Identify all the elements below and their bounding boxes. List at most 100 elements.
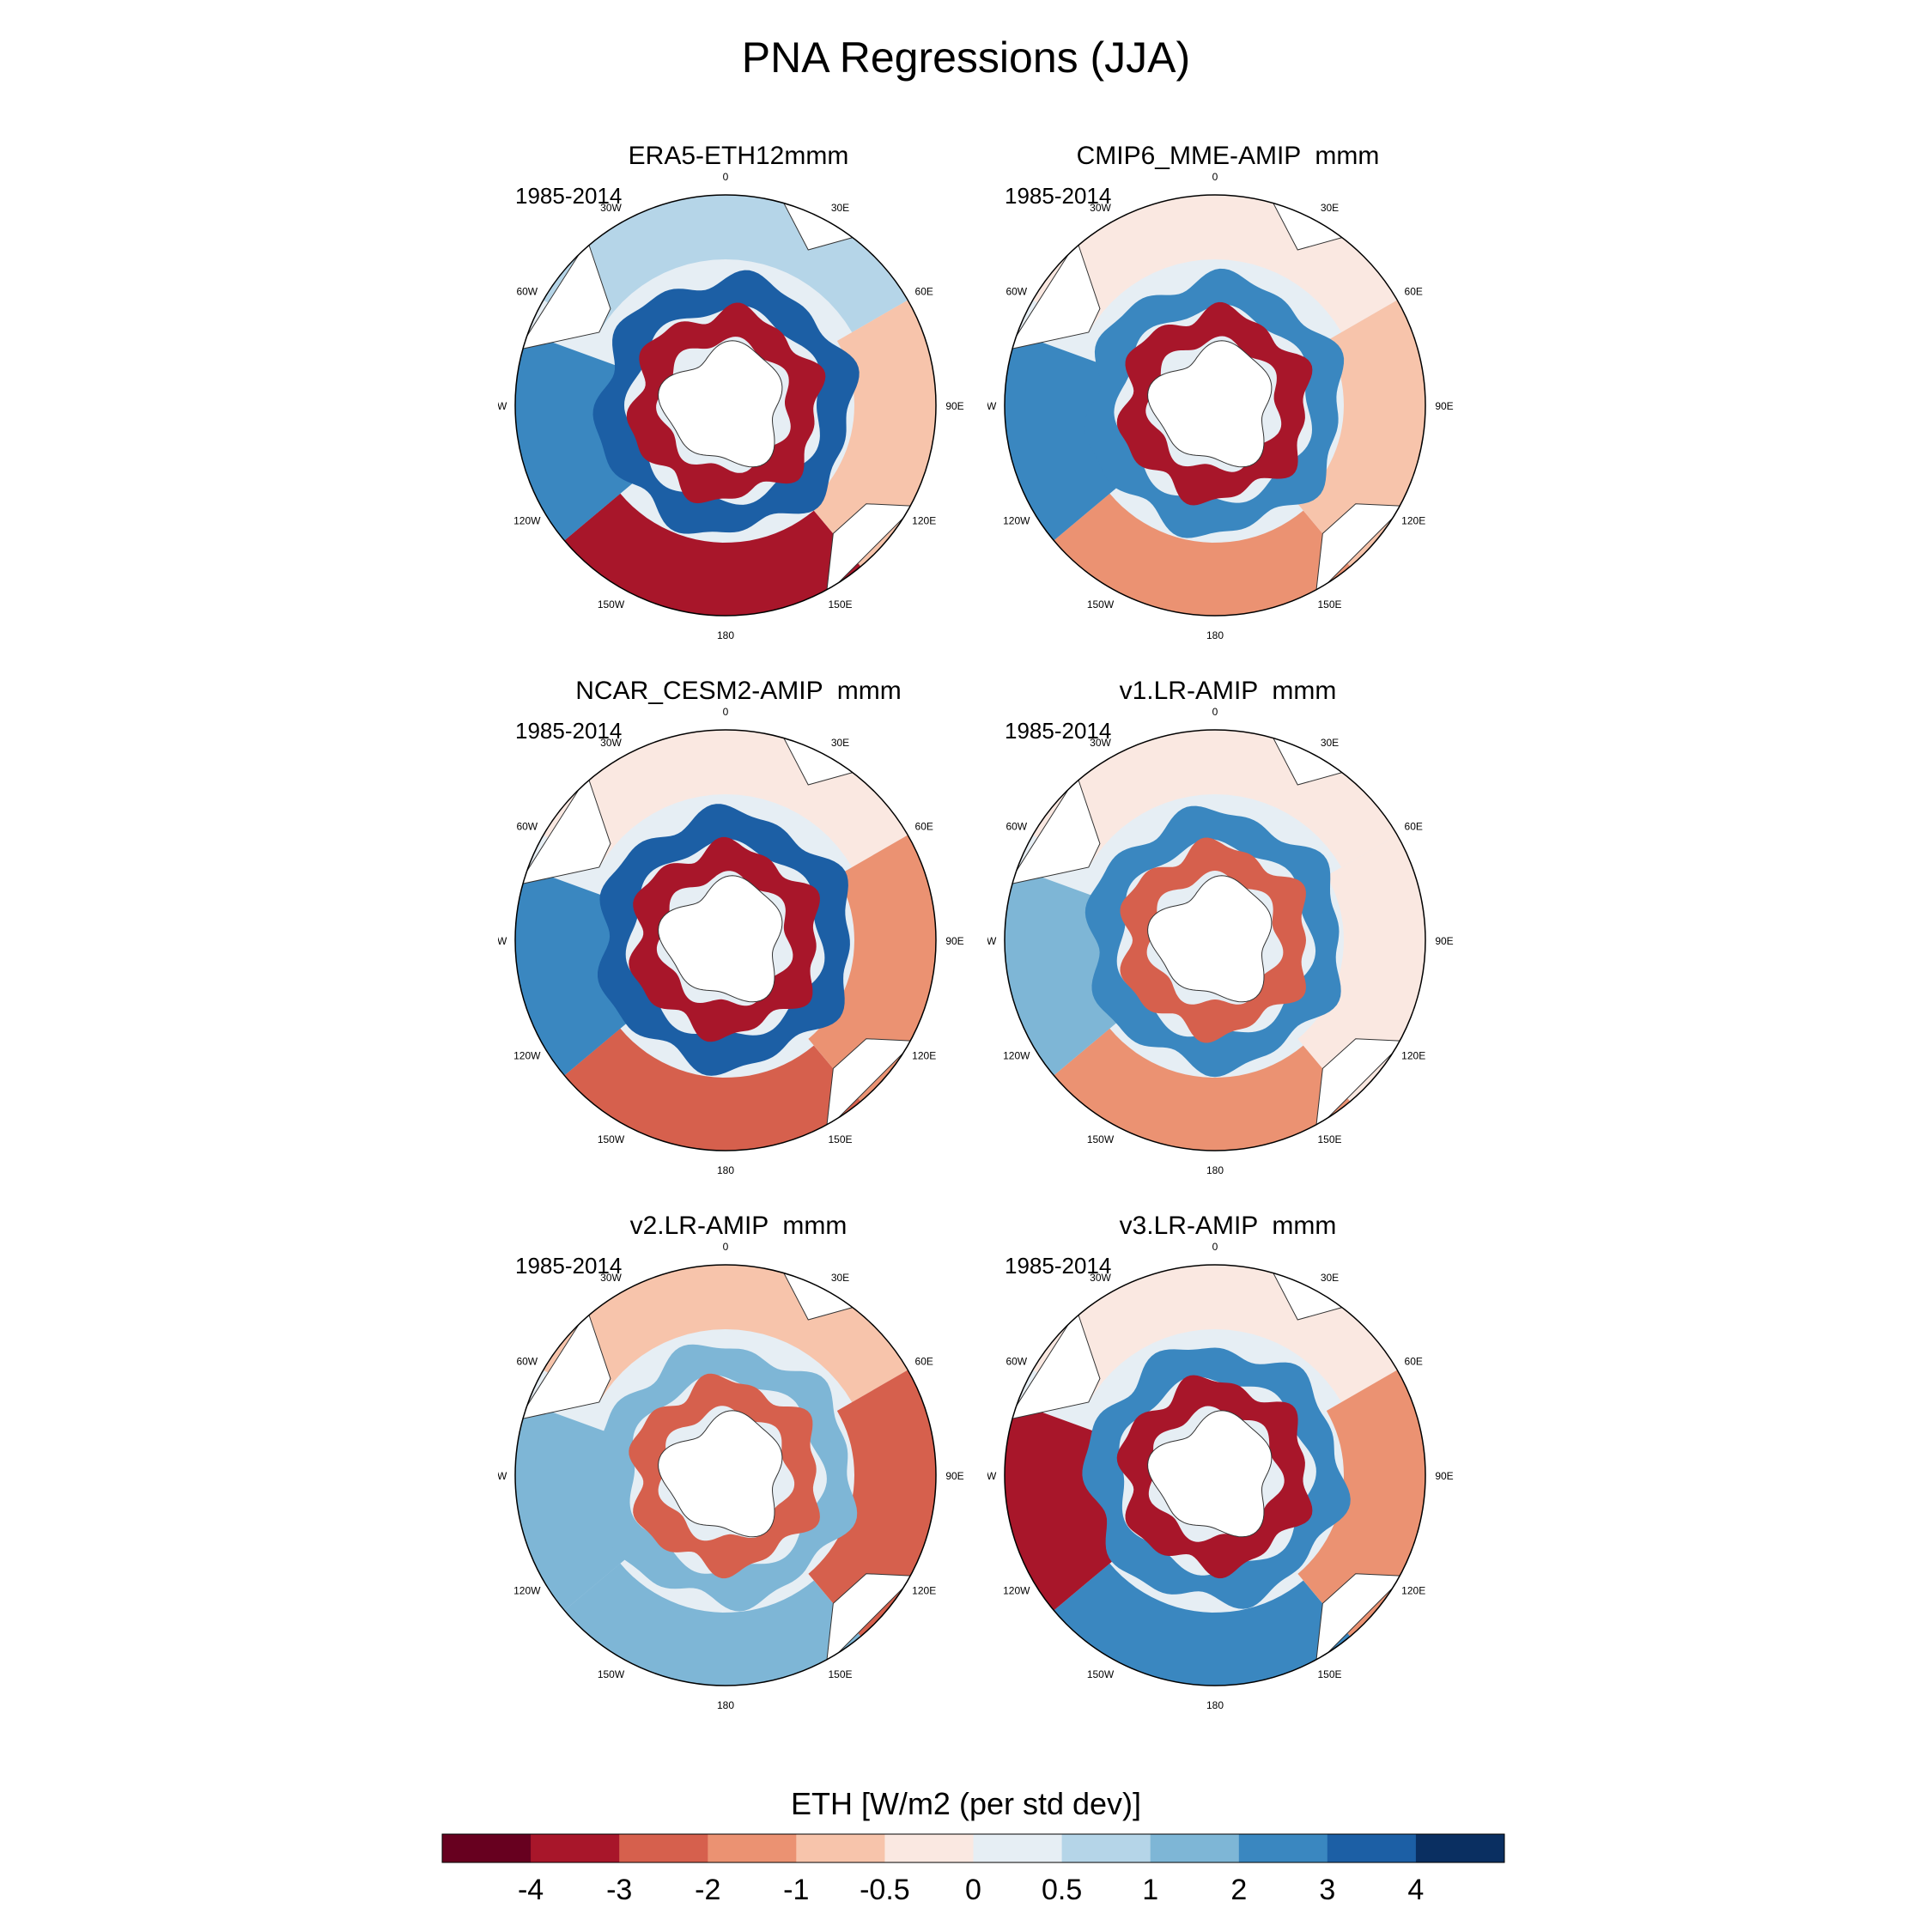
colorbar-swatch <box>884 1834 974 1862</box>
colorbar-swatch <box>1415 1834 1505 1862</box>
map-boundary <box>1004 194 1426 617</box>
longitude-label: 30E <box>1321 1272 1339 1284</box>
outer-ring <box>592 270 860 534</box>
inner-ring <box>629 836 820 1042</box>
longitude-label: 120E <box>912 515 936 527</box>
longitude-label: 0 <box>1212 171 1218 183</box>
period-label: 1985-2014 <box>1005 1253 1112 1279</box>
longitude-label: 120E <box>1401 1585 1425 1597</box>
map-boundary <box>514 1264 937 1686</box>
south-america-land <box>1006 240 1101 351</box>
longitude-label: 30E <box>831 1272 849 1284</box>
longitude-label: 60W <box>516 821 538 833</box>
longitude-label: 150W <box>1087 1133 1115 1145</box>
polar-map: 0 30E 60E 90E 120E 150E 180 150W 120W 90W 60W 30W <box>987 1241 1454 1710</box>
longitude-label: 60W <box>516 1356 538 1368</box>
longitude-label: 120W <box>513 1050 541 1062</box>
colorbar-swatch <box>1238 1834 1328 1862</box>
map-boundary <box>514 729 937 1151</box>
colorbar-tick-label: 3 <box>1319 1874 1336 1906</box>
south-america-land <box>1006 1309 1101 1421</box>
australia-land <box>825 1573 916 1667</box>
panel-title: v3.LR-AMIP mmm <box>1119 1212 1337 1240</box>
longitude-label: 30W <box>600 1272 622 1284</box>
longitude-label: 150E <box>1317 598 1341 611</box>
longitude-label: 90W <box>987 400 997 412</box>
map-panel: NCAR_CESM2-AMIP mmm 0 30E 60E 90E 120E 150E 180… <box>498 677 979 1175</box>
longitude-label: 120W <box>1003 515 1030 527</box>
colorbar-title: ETH [W/m2 (per std dev)] <box>790 1786 1142 1821</box>
australia-land <box>1315 1573 1406 1667</box>
longitude-label: 90E <box>945 400 963 412</box>
longitude-label: 60E <box>915 286 933 298</box>
polar-map: 0 30E 60E 90E 120E 150E 180 150W 120W 90W 60W 30W <box>987 171 1454 640</box>
colorbar-tick-label: -1 <box>783 1874 810 1906</box>
australia-land <box>1315 1038 1406 1132</box>
longitude-label: 180 <box>1206 629 1224 640</box>
map-panel: v3.LR-AMIP mmm 0 30E 60E 90E 120E 150E 180 150W 1… <box>987 1212 1468 1710</box>
longitude-label: 0 <box>1212 1241 1218 1253</box>
longitude-label: 150E <box>828 598 852 611</box>
antarctica-land <box>1147 1410 1273 1538</box>
longitude-label: 120E <box>912 1585 936 1597</box>
panel-title: v2.LR-AMIP mmm <box>629 1212 848 1240</box>
polar-map: 0 30E 60E 90E 120E 150E 180 150W 120W 90W 60W 30W <box>498 706 964 1175</box>
inner-ring <box>629 1373 820 1579</box>
polar-map: 0 30E 60E 90E 120E 150E 180 150W 120W 90W 60W 30W <box>498 1241 964 1710</box>
period-label: 1985-2014 <box>515 183 623 209</box>
longitude-label: 60E <box>1405 1356 1423 1368</box>
longitude-label: 90W <box>987 1470 997 1482</box>
longitude-label: 60W <box>1005 821 1027 833</box>
colorbar-swatch <box>531 1834 620 1862</box>
longitude-label: 0 <box>1212 706 1218 718</box>
south-america-land <box>517 240 611 351</box>
longitude-label: 30W <box>600 202 622 214</box>
longitude-label: 180 <box>1206 1699 1224 1710</box>
longitude-label: 180 <box>1206 1164 1224 1175</box>
figure-title: PNA Regressions (JJA) <box>741 33 1191 82</box>
longitude-label: 60W <box>1005 286 1027 298</box>
australia-land <box>825 1038 916 1132</box>
longitude-label: 120W <box>1003 1585 1030 1597</box>
map-boundary <box>514 194 937 617</box>
longitude-label: 90W <box>987 935 997 947</box>
longitude-label: 30W <box>1090 1272 1111 1284</box>
map-boundary <box>1004 729 1426 1151</box>
longitude-label: 60W <box>1005 1356 1027 1368</box>
longitude-label: 120W <box>1003 1050 1030 1062</box>
australia-land <box>1315 503 1406 597</box>
longitude-label: 150E <box>828 1133 852 1145</box>
longitude-label: 150W <box>1087 1668 1115 1680</box>
longitude-label: 60E <box>1405 821 1423 833</box>
antarctica-land <box>1147 340 1273 468</box>
colorbar-frame <box>441 1833 1505 1863</box>
longitude-label: 150W <box>1087 598 1115 611</box>
longitude-label: 180 <box>717 629 734 640</box>
polar-map: 0 30E 60E 90E 120E 150E 180 150W 120W 90W 60W 30W <box>498 171 964 640</box>
antarctica-land <box>1147 875 1273 1003</box>
longitude-label: 150E <box>1317 1133 1341 1145</box>
south-america-land <box>517 775 611 886</box>
longitude-label: 0 <box>723 1241 729 1253</box>
colorbar-tick-label: -0.5 <box>860 1874 910 1906</box>
colorbar-tick-label: 0.5 <box>1041 1874 1083 1906</box>
longitude-label: 30E <box>1321 202 1339 214</box>
longitude-label: 60W <box>516 286 538 298</box>
longitude-label: 0 <box>723 171 729 183</box>
south-america-land <box>1006 775 1101 886</box>
period-label: 1985-2014 <box>515 718 623 744</box>
inner-ring <box>626 302 826 504</box>
colorbar-swatch <box>973 1834 1063 1862</box>
panel-title: ERA5-ETH12mmm <box>628 142 849 170</box>
longitude-label: 150W <box>598 1133 625 1145</box>
colorbar-swatch <box>796 1834 885 1862</box>
panel-title: v1.LR-AMIP mmm <box>1119 677 1337 705</box>
longitude-label: 120W <box>513 1585 541 1597</box>
longitude-label: 150E <box>1317 1668 1341 1680</box>
period-label: 1985-2014 <box>1005 183 1112 209</box>
colorbar-tick-label: -4 <box>517 1874 544 1906</box>
longitude-label: 30E <box>831 737 849 749</box>
south-america-land <box>517 1309 611 1421</box>
colorbar-swatch <box>1150 1834 1240 1862</box>
longitude-label: 30E <box>1321 737 1339 749</box>
